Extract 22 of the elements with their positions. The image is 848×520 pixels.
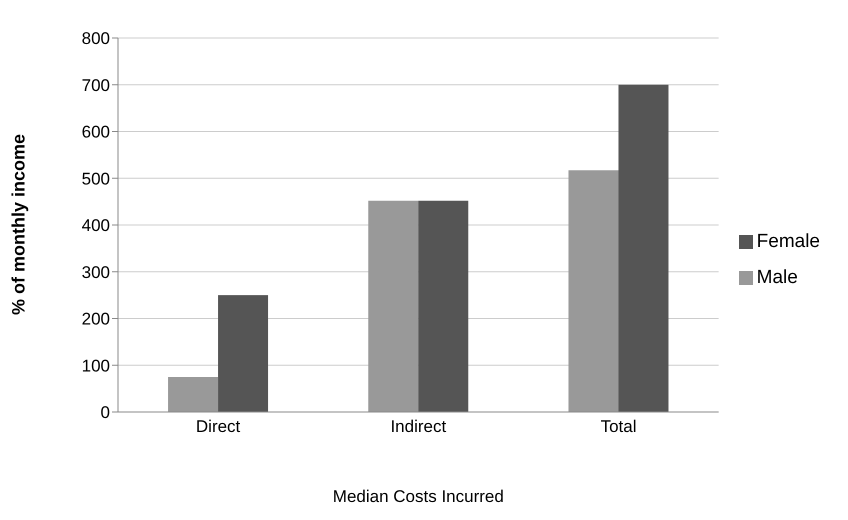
legend-label: Female — [756, 231, 820, 252]
y-axis-title: % of monthly income — [8, 134, 28, 315]
bar — [568, 170, 618, 412]
x-tick-label: Total — [600, 417, 636, 436]
y-tick-label: 700 — [82, 76, 110, 95]
y-tick-label: 100 — [82, 356, 110, 376]
y-tick-label: 0 — [100, 403, 110, 422]
y-tick-label: 400 — [82, 216, 110, 236]
bar — [418, 200, 468, 412]
y-tick-label: 200 — [82, 310, 110, 329]
legend-label: Male — [756, 267, 798, 288]
y-tick-label: 500 — [82, 169, 110, 188]
bar — [618, 84, 668, 412]
bar — [218, 295, 268, 412]
bar — [168, 376, 218, 412]
x-tick-label: Direct — [196, 417, 241, 436]
y-tick-label: 800 — [82, 29, 110, 48]
y-tick-label: 300 — [82, 262, 110, 282]
y-tick-label: 600 — [82, 122, 110, 142]
x-tick-label: Indirect — [390, 417, 446, 436]
x-axis-title: Median Costs Incurred — [332, 487, 504, 506]
bar — [368, 200, 418, 412]
